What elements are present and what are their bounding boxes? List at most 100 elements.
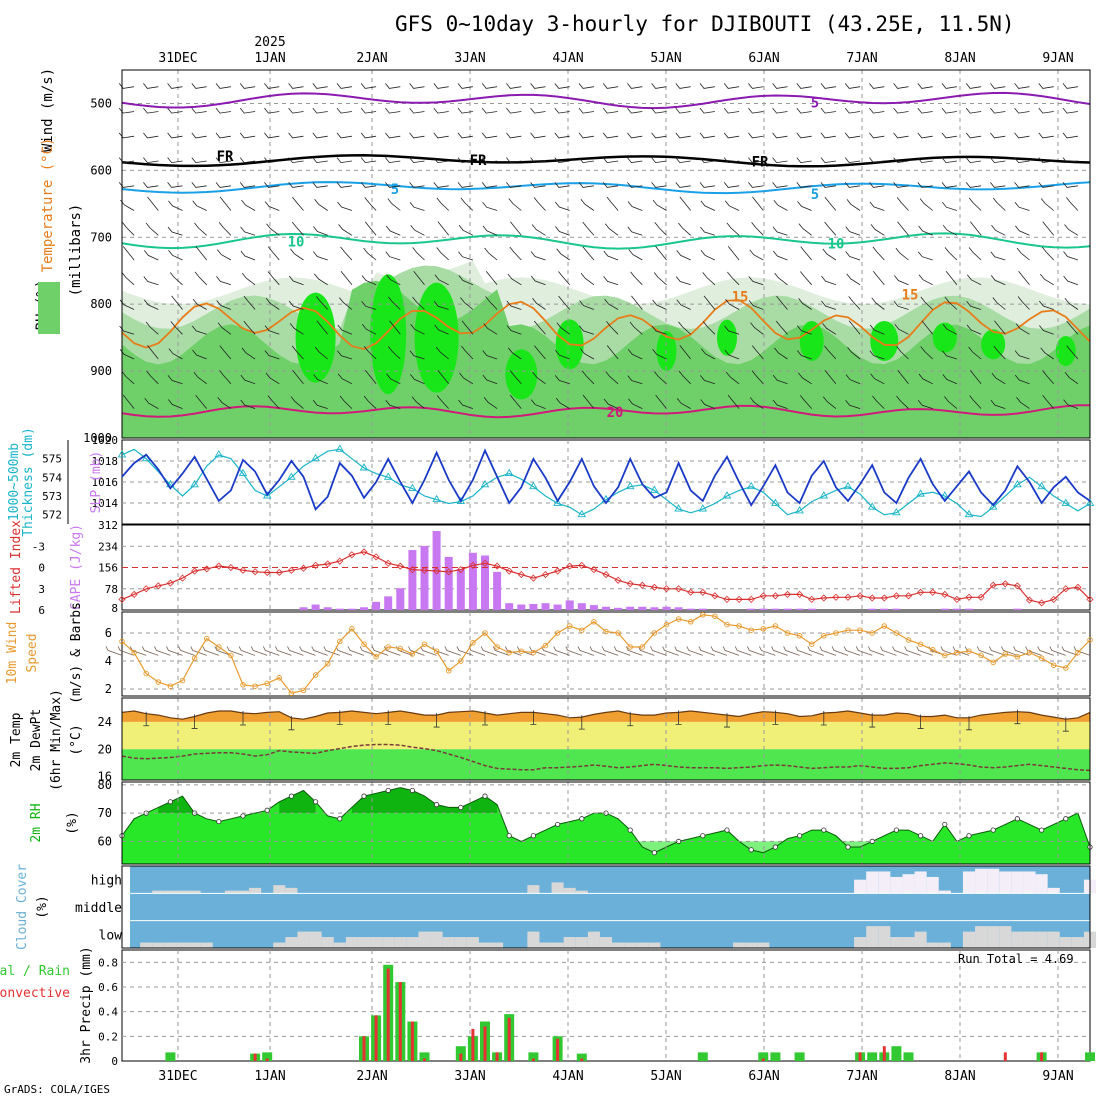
upper-wind-barb [458, 275, 474, 286]
rh2m-point-60 [845, 844, 851, 850]
rh-bright-blob-8 [870, 320, 899, 361]
li-point-24 [408, 566, 416, 574]
thickness-point-66 [916, 489, 925, 497]
upper-wind-barb [386, 274, 401, 286]
upper-wind-barb [433, 157, 449, 164]
precip-total-bar-34 [528, 1052, 539, 1061]
wind-barb-49 [698, 646, 716, 656]
upper-wind-barb [1042, 370, 1055, 385]
upper-wind-barb [409, 182, 425, 188]
upper-wind-barb [1014, 374, 1030, 385]
upper-wind-barb [290, 396, 304, 409]
temp-minmax-bar-34 [530, 710, 537, 725]
upper-wind-barb [363, 346, 377, 360]
thickness-point-0 [117, 450, 127, 458]
cloud-high-bar-70 [962, 871, 976, 894]
upper-wind-barb [822, 248, 837, 261]
upper-wind-barb [699, 157, 715, 164]
cape-bar-33 [517, 604, 526, 610]
upper-wind-barb [678, 370, 691, 385]
upper-wind-barb [700, 375, 716, 385]
upper-wind-barb [288, 182, 304, 188]
wind-barb-77 [1037, 646, 1054, 656]
upper-wind-barb [772, 250, 788, 261]
cape-bar-69 [952, 608, 961, 610]
upper-wind-barb [411, 396, 425, 409]
upper-wind-barb [968, 197, 982, 211]
rh2m-point-68 [942, 821, 948, 828]
wind-barb-31 [480, 646, 498, 656]
upper-wind-barb [434, 324, 449, 335]
upper-wind-barb [412, 247, 425, 261]
rh2m-point-56 [796, 833, 803, 839]
upper-wind-barb [824, 370, 837, 385]
upper-wind-barb [481, 182, 498, 188]
upper-wind-barb [364, 221, 377, 236]
cloud-low-bar-52 [745, 942, 758, 948]
temp-minmax-bar-2 [143, 711, 150, 727]
wind-barb-65 [892, 646, 909, 656]
precip-total-bar-64 [891, 1046, 902, 1061]
upper-wind-barb [627, 83, 643, 89]
upper-wind-barb [824, 345, 837, 360]
rh2m-point-4 [167, 799, 173, 805]
wind-barb-19 [335, 646, 353, 656]
upper-wind-barb [796, 132, 812, 139]
temp-minmax-bar-70 [966, 715, 972, 731]
upper-wind-barb [216, 300, 232, 310]
li-point-38 [578, 561, 586, 569]
upper-wind-barb [336, 157, 352, 164]
rh-bright-blob-0 [295, 292, 336, 383]
li-point-68 [941, 590, 949, 598]
wind-barb-40 [589, 646, 607, 656]
wind-barb-55 [771, 646, 788, 656]
upper-wind-barb [774, 272, 788, 286]
li-point-13 [275, 568, 283, 577]
upper-wind-barb [796, 107, 812, 114]
upper-wind-barb [723, 182, 740, 188]
upper-wind-barb [288, 300, 304, 310]
li-point-39 [590, 566, 598, 574]
rh2m-tick-60: 60 [98, 834, 112, 848]
li-point-74 [1013, 582, 1021, 590]
upper-wind-barb [653, 272, 667, 286]
wind-barb-9 [214, 646, 232, 656]
cloud-low-bar-5 [176, 942, 189, 948]
upper-wind-barb [966, 324, 982, 335]
cape-bar-39 [589, 605, 598, 610]
precip-conv-bar-11 [253, 1053, 257, 1061]
thickness-point-76 [1037, 481, 1046, 490]
cloud-low-bar-43 [636, 942, 649, 948]
top-date-label-1: 1JAN [254, 51, 285, 66]
upper-wind-barb [748, 276, 764, 286]
upper-wind-barb [436, 395, 449, 409]
upper-wind-barb [990, 275, 1006, 286]
upper-wind-barb [917, 182, 933, 188]
upper-wind-barb [312, 251, 328, 261]
li-point-42 [626, 580, 634, 588]
upper-wind-barb [191, 157, 207, 164]
upper-wind-barb [844, 107, 861, 114]
upper-wind-barb [627, 226, 643, 236]
upper-wind-barb [796, 350, 812, 360]
wind-barb-6 [178, 646, 195, 656]
thickness-point-60 [843, 481, 853, 490]
li-point-66 [917, 588, 925, 596]
upper-wind-barb [675, 157, 691, 164]
upper-wind-barb [1066, 197, 1079, 211]
wind-barb-54 [759, 646, 776, 656]
upper-wind-barb [918, 225, 933, 236]
thickness-point-56 [795, 506, 804, 514]
cape-bar-62 [868, 608, 877, 610]
upper-wind-barb [1066, 345, 1079, 360]
upper-wind-barb [629, 321, 643, 335]
thickness-point-14 [287, 472, 296, 480]
thickness-point-44 [650, 485, 659, 493]
cape-bar-40 [602, 606, 610, 610]
wind-point-64 [893, 630, 900, 636]
cloud-low-bar-3 [152, 942, 165, 948]
upper-wind-barb [122, 222, 135, 236]
upper-wind-barb [264, 201, 280, 211]
cloud-low-bar-14 [285, 937, 298, 948]
wind-barb-5 [166, 646, 183, 656]
